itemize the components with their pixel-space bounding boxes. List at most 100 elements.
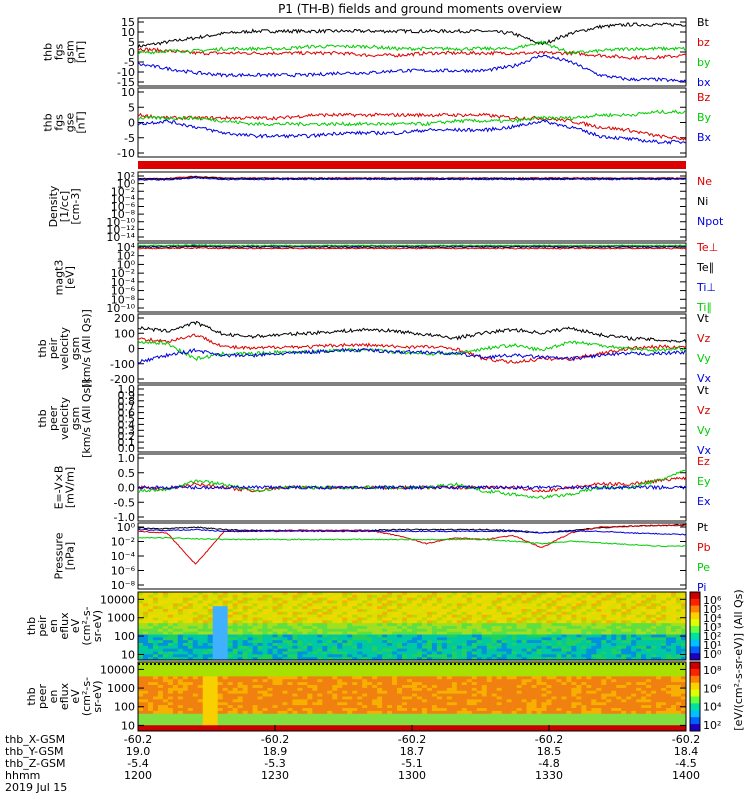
ylabel-line: [km/s (All Qs)] xyxy=(80,309,93,388)
legend-Ex: Ex xyxy=(697,495,711,508)
ytick-label: 100 xyxy=(114,327,135,340)
ytick-label: 10⁻⁶ xyxy=(111,565,136,578)
panel-frame xyxy=(138,18,686,86)
colorbar-tick: 10² xyxy=(703,719,721,732)
colorbar-label: [eV/(cm²-s-sr-eV)] (All Qs) xyxy=(732,589,745,730)
legend-Te∥: Te∥ xyxy=(696,261,714,274)
series-Pb-line xyxy=(138,525,686,564)
ylabel-line: sr-eV) xyxy=(91,610,104,642)
legend-Te⊥: Te⊥ xyxy=(696,241,718,254)
legend-Ni: Ni xyxy=(697,195,708,208)
ytick-label: 0.0 xyxy=(118,482,136,495)
ytick-label: 10⁻² xyxy=(111,536,135,549)
ytick-label: 10⁰ xyxy=(117,521,136,534)
series-Vx-line xyxy=(138,349,686,364)
ytick-label: 10000 xyxy=(100,593,135,606)
ytick-label: 5 xyxy=(128,101,135,114)
legend-Pe: Pe xyxy=(697,561,710,574)
series-Te⊥-line xyxy=(138,248,686,249)
legend-Bz: Bz xyxy=(697,91,711,104)
panel-frame xyxy=(138,314,686,383)
legend-Ne: Ne xyxy=(697,175,712,188)
ytick-label: -100 xyxy=(110,358,135,371)
legend-Vy: Vy xyxy=(697,352,711,365)
legend-bx: bx xyxy=(697,76,711,89)
legend-Ey: Ey xyxy=(697,475,711,488)
panel-frame xyxy=(138,523,686,589)
ylabel-line: [nPa] xyxy=(64,542,77,570)
legend-by: by xyxy=(697,56,711,69)
ytick-label: 10⁻⁴ xyxy=(111,550,136,563)
ytick-label: -0.5 xyxy=(114,496,135,509)
ytick-label: 1000 xyxy=(107,682,135,695)
footer-value: 1400 xyxy=(672,769,700,782)
series-Bt-line xyxy=(138,23,686,48)
series-Vz-line xyxy=(138,334,686,363)
ytick-label: -5 xyxy=(124,132,135,145)
ytick-label: 10000 xyxy=(100,663,135,676)
colorbar-tick: 10⁶ xyxy=(703,682,722,695)
ylabel-line: [cm-3] xyxy=(69,188,82,224)
ytick-label: 1.0 xyxy=(118,452,136,465)
series-Vt-line xyxy=(138,322,686,344)
panel-peir_spectrogram: 10000100010010thbpeirenefluxeV(cm²-s-sr-… xyxy=(25,592,687,661)
ytick-label: 0 xyxy=(128,343,135,356)
ytick-label: 0 xyxy=(128,117,135,130)
legend-Ti⊥: Ti⊥ xyxy=(696,281,716,294)
legend-Vt: Vt xyxy=(697,384,710,397)
ylabel-line: sr-eV) xyxy=(91,680,104,712)
footer-value: 1330 xyxy=(535,769,563,782)
panel-peer_velocity: 1.00.90.80.70.60.50.40.30.20.10.0thbpeer… xyxy=(36,379,712,458)
legend-Pb: Pb xyxy=(697,541,711,554)
footer-value: 1200 xyxy=(124,769,152,782)
legend-By: By xyxy=(697,111,712,124)
ytick-label: 10 xyxy=(121,86,135,99)
ylabel-line: [nT] xyxy=(75,41,88,63)
legend-Vz: Vz xyxy=(697,404,711,417)
series-Ti∥-line xyxy=(138,245,686,247)
ytick-label: -10 xyxy=(117,147,135,160)
legend-Vt: Vt xyxy=(697,312,710,325)
series-Pe-line xyxy=(138,537,686,546)
legend-Ez: Ez xyxy=(697,455,710,468)
ytick-label: 0.5 xyxy=(118,467,136,480)
ytick-label: 10⁻⁸ xyxy=(111,579,136,592)
panel-peer_spectrogram: 10000100010010thbpeerenefluxeV(cm²-s-sr-… xyxy=(25,662,687,732)
legend-Vz: Vz xyxy=(697,332,711,345)
colorbar-tick: 10⁸ xyxy=(703,664,722,677)
ytick-label: 100 xyxy=(114,701,135,714)
footer-value: 1230 xyxy=(261,769,289,782)
separator-bar xyxy=(138,161,686,169)
ylabel-line: [km/s (All Qs)] xyxy=(80,379,93,458)
legend-bz: bz xyxy=(697,36,710,49)
panel-temperature: 10⁴10²10⁰10⁻²10⁻⁴10⁻⁶10⁻⁸10⁻¹⁰magt3[eV]T… xyxy=(53,241,719,315)
footer-row-label: 2019 Jul 15 xyxy=(5,781,67,794)
legend-Pt: Pt xyxy=(697,521,709,534)
ytick-label: 10 xyxy=(121,648,135,661)
ylabel-line: [nT] xyxy=(75,111,88,133)
panel-frame xyxy=(138,172,686,241)
ytick-label: 100 xyxy=(114,630,135,643)
ylabel-line: [eV] xyxy=(64,266,77,289)
ytick-label: 1000 xyxy=(107,612,135,625)
ytick-label: 200 xyxy=(114,312,135,325)
series-Vy-line xyxy=(138,340,686,360)
series-Ey-line xyxy=(138,470,686,498)
ylabel-line: [mV/m] xyxy=(64,467,77,508)
series-Bx-line xyxy=(138,120,686,144)
legend-Npot: Npot xyxy=(697,215,724,228)
legend-Vy: Vy xyxy=(697,424,711,437)
panel-frame xyxy=(138,385,686,452)
legend-Bt: Bt xyxy=(697,16,710,29)
chart-title: P1 (TH-B) fields and ground moments over… xyxy=(278,2,562,16)
colorbar-tick: 10⁰ xyxy=(703,648,722,661)
panel-density: 10²10⁰10⁻²10⁻⁴10⁻⁶10⁻⁸10⁻¹⁰10⁻¹²10⁻¹⁴Den… xyxy=(47,170,724,244)
legend-Bx: Bx xyxy=(697,131,712,144)
